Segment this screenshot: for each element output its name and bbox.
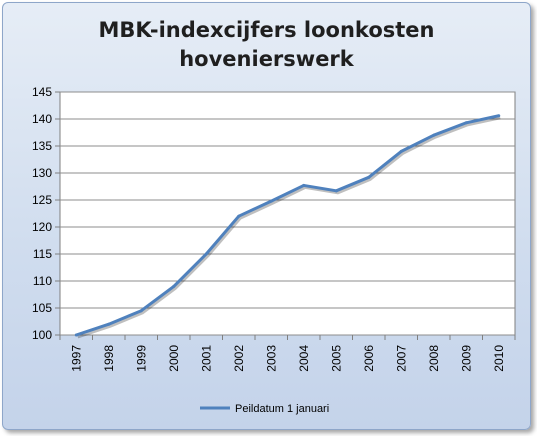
x-tick-label: 2010 [492,345,506,372]
plot-area [59,91,516,336]
x-tick-label: 2008 [427,345,441,372]
data-point [139,309,143,313]
data-point [107,322,111,326]
x-tick-label: 2001 [199,345,213,372]
legend-label: Peildatum 1 januari [235,403,329,415]
data-point [464,121,468,125]
data-point [432,133,436,137]
y-tick-label: 140 [32,112,52,126]
series-group [74,114,501,339]
data-point [204,252,208,256]
y-tick-label: 125 [32,193,52,207]
x-tick-label: 2007 [394,345,408,372]
series-line-shadow [77,116,501,339]
y-axis: 100 105 110 115 120 125 130 135 140 145 [32,85,60,342]
x-tick-label: 2002 [232,345,246,372]
data-point [74,333,78,337]
y-tick-label: 120 [32,220,52,234]
x-tick-label: 1999 [134,345,148,372]
x-axis: 1997 1998 1999 2000 2001 2002 2003 2004 2005 2006… [59,335,516,372]
y-tick-label: 130 [32,166,52,180]
data-point [334,189,338,193]
y-tick-label: 135 [32,139,52,153]
data-point [237,214,241,218]
data-point [269,199,273,203]
y-tick-label: 100 [32,328,52,342]
data-point [302,183,306,187]
data-point [367,175,371,179]
series-line [75,114,500,337]
data-point [172,284,176,288]
data-point [399,149,403,153]
data-point [497,114,501,118]
x-tick-label: 1998 [102,345,116,372]
y-tick-label: 105 [32,301,52,315]
x-tick-label: 2009 [459,345,473,372]
y-tick-label: 110 [33,274,52,288]
y-tick-label: 115 [33,247,52,261]
x-tick-label: 1997 [69,345,83,372]
x-tick-label: 2005 [329,345,343,372]
legend: Peildatum 1 januari [200,403,329,415]
x-tick-label: 2004 [297,345,311,372]
x-tick-label: 2003 [264,345,278,372]
y-tick-label: 145 [32,85,52,99]
x-tick-label: 2000 [167,345,181,372]
chart-title: MBK-indexcijfers loonkosten hovenierswer… [98,18,435,71]
x-tick-label: 2006 [362,345,376,372]
